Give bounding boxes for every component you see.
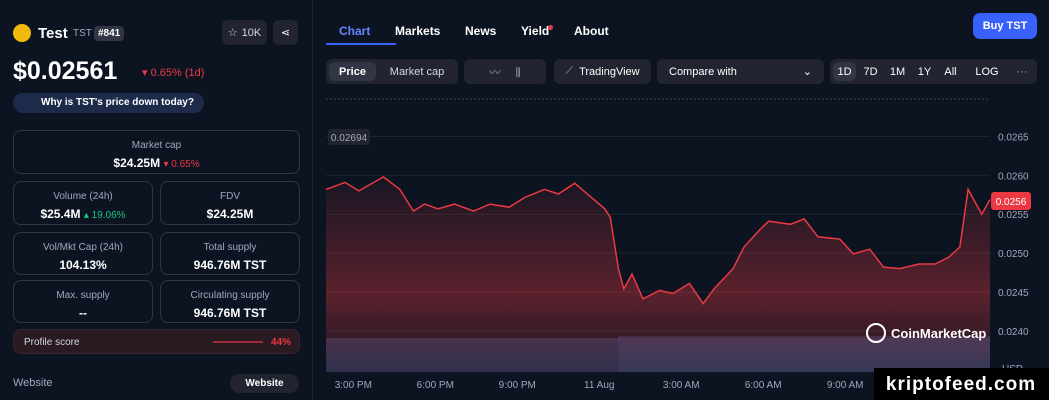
stat-value-text: $25.4M (40, 207, 81, 221)
stat-value: -- (79, 306, 87, 320)
price-area (326, 176, 990, 372)
stat-label: Circulating supply (190, 290, 270, 301)
x-tick-label: 3:00 PM (335, 380, 372, 391)
stat-card: FDV $24.25M (160, 181, 300, 225)
cmc-logo (866, 323, 886, 343)
price-line (325, 176, 991, 305)
log-button[interactable]: LOG (975, 65, 999, 78)
stat-value: 946.76M TST (193, 306, 267, 320)
stat-card: Max. supply -- (13, 280, 153, 323)
profile-label: Profile score (24, 337, 80, 348)
tv-icon: ⟋ (565, 65, 574, 77)
current-box (991, 192, 1031, 210)
stat-label: Total supply (203, 242, 257, 253)
buy-button[interactable]: Buy TST (973, 13, 1037, 39)
high-box (328, 129, 370, 145)
y-tick-label: 0.0255 (998, 210, 1029, 221)
y-tick-label: 0.0245 (998, 288, 1029, 299)
tab-dot (548, 25, 553, 30)
range-group (830, 59, 1037, 84)
x-tick-label: 6:00 AM (745, 380, 782, 391)
stat-value: 946.76M TST (193, 258, 267, 272)
compare-dropdown[interactable]: Compare with ⌄ (657, 59, 824, 84)
stat-value: 104.13% (59, 258, 107, 272)
range-button[interactable]: 1Y (917, 65, 932, 78)
tab[interactable]: Markets (395, 24, 441, 38)
site-watermark: kriptofeed.com (886, 374, 1036, 395)
stat-card: Volume (24h) $25.4M ▴ 19.06% (13, 181, 153, 225)
profile-card: Profile score 44% (13, 329, 300, 354)
watchlist-count: 10K (241, 26, 262, 39)
stat-card: Vol/Mkt Cap (24h) 104.13% (13, 232, 153, 275)
watermark: CoinMarketCap (891, 326, 986, 341)
range-button[interactable]: All (944, 65, 957, 78)
current-label: 0.0256 (996, 197, 1027, 208)
high-label: 0.02694 (331, 133, 368, 144)
price-change-value: 0.65% (1d) (150, 67, 205, 79)
stat-value-text: $24.25M (113, 156, 161, 170)
price-question[interactable]: Why is TST's price down today? (13, 93, 204, 113)
stat-card: Market cap $24.25M ▾ 0.65% (13, 130, 300, 174)
stat-value: $24.25M ▾ 0.65% (14, 156, 299, 170)
price: $0.02561 (13, 57, 118, 85)
y-tick-label: 0.0260 (998, 171, 1029, 182)
stat-label: Market cap (131, 140, 182, 151)
coin-logo (13, 24, 31, 42)
tab[interactable]: News (465, 24, 497, 38)
stat-label: Max. supply (56, 290, 110, 301)
y-tick-label: 0.0240 (998, 327, 1029, 338)
y-tick-label: 0.0265 (998, 133, 1029, 144)
star-icon: ☆ (227, 27, 238, 39)
stat-change: ▴ 19.06% (83, 210, 126, 221)
more-button[interactable]: ··· (1016, 65, 1028, 78)
rank: #841 (94, 26, 125, 41)
stat-change: ▾ 0.65% (163, 159, 200, 170)
tradingview-button[interactable]: ⟋ TradingView (554, 59, 651, 84)
x-tick-label: 9:00 PM (499, 380, 536, 391)
range-button[interactable]: 1D (833, 62, 856, 81)
stat-change-value: 0.65% (171, 159, 200, 170)
compare-label: Compare with (669, 65, 737, 78)
stat-label: Vol/Mkt Cap (24h) (42, 242, 124, 253)
tab[interactable]: Yield (521, 24, 550, 38)
website-button[interactable]: Website (230, 374, 299, 393)
coin-symbol: TST (73, 28, 92, 39)
x-tick-label: 11 Aug (584, 380, 614, 391)
y-tick-label: 0.0250 (998, 249, 1029, 260)
x-tick-label: 3:00 AM (663, 380, 700, 391)
stat-value: $25.4M ▴ 19.06% (14, 207, 152, 221)
site-watermark-bg (874, 368, 1049, 400)
stat-change-value: 19.06% (91, 210, 126, 221)
profile-value: 44% (271, 337, 292, 348)
chevron: ⌄ (802, 66, 812, 78)
stat-label: FDV (220, 191, 240, 202)
share-button[interactable]: ⋖ (273, 20, 298, 45)
stat-card: Circulating supply 946.76M TST (160, 280, 300, 323)
tab[interactable]: About (574, 24, 609, 38)
x-tick-label: 6:00 PM (417, 380, 454, 391)
range-button[interactable]: 1M (889, 65, 906, 78)
range-button[interactable]: 7D (863, 65, 878, 78)
website-label: Website (13, 377, 53, 389)
price-change: ▾ 0.65% (1d) (142, 67, 205, 79)
stat-value: $24.25M (206, 207, 254, 221)
chart-style[interactable]: 〰 ⫼ (464, 59, 546, 84)
stat-label: Volume (24h) (53, 191, 113, 202)
profile-bar (213, 341, 263, 343)
toggle-price[interactable]: Price (329, 62, 376, 81)
stat-card: Total supply 946.76M TST (160, 232, 300, 275)
tradingview-label: TradingView (579, 65, 640, 78)
coin-name: Test (38, 25, 68, 42)
toggle-market-cap[interactable]: Market cap (389, 65, 445, 78)
tab[interactable]: Chart (339, 24, 371, 38)
x-tick-label: 9:00 AM (827, 380, 864, 391)
tab-underline (326, 43, 396, 45)
watchlist-button[interactable]: ☆ 10K (222, 20, 267, 45)
